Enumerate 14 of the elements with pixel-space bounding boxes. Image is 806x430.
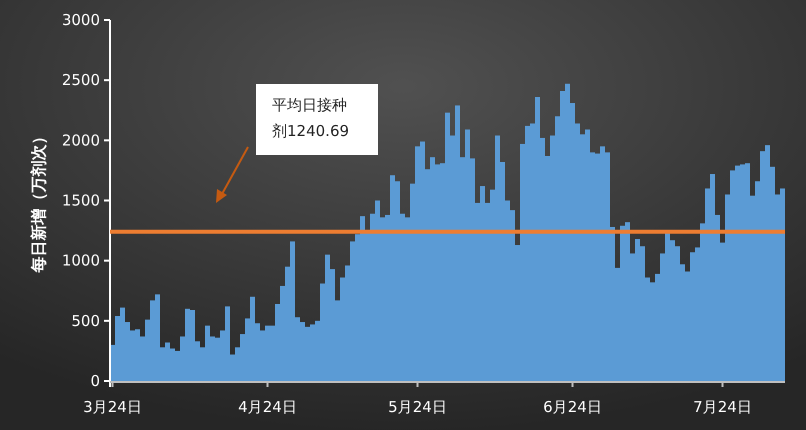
annotation: 平均日接种剂1240.69 bbox=[256, 84, 378, 155]
x-tick-label: 7月24日 bbox=[693, 398, 752, 416]
y-tick-label: 1000 bbox=[62, 252, 100, 270]
x-tick-label: 3月24日 bbox=[83, 398, 142, 416]
y-tick-label: 0 bbox=[90, 372, 100, 390]
x-tick-label: 4月24日 bbox=[238, 398, 297, 416]
y-axis-title: 每日新增（万剂次） bbox=[29, 128, 48, 274]
x-tick-label: 5月24日 bbox=[388, 398, 447, 416]
y-tick-label: 3000 bbox=[62, 11, 100, 29]
y-tick-label: 2500 bbox=[62, 71, 100, 90]
y-tick-label: 2000 bbox=[62, 131, 100, 150]
x-tick-label: 6月24日 bbox=[543, 398, 602, 416]
y-tick-label: 1500 bbox=[62, 192, 100, 210]
y-tick-label: 500 bbox=[71, 312, 100, 330]
